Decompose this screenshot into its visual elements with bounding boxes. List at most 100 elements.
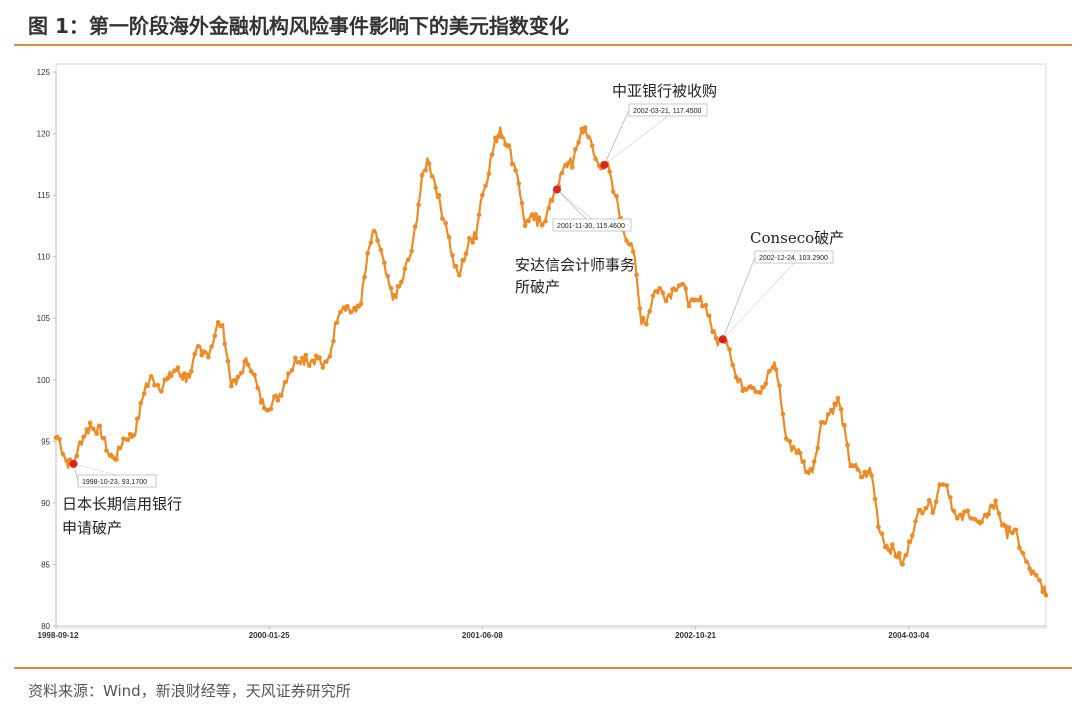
series-point bbox=[148, 374, 154, 379]
series-point bbox=[375, 238, 380, 243]
series-point bbox=[293, 355, 298, 361]
series-point bbox=[913, 519, 918, 524]
series-point bbox=[767, 369, 772, 374]
event-caption: 安达信会计师事务 bbox=[515, 256, 635, 274]
series-point bbox=[848, 463, 853, 469]
series-point bbox=[559, 170, 565, 176]
series-point bbox=[549, 198, 555, 203]
series-point bbox=[883, 544, 888, 550]
series-point bbox=[127, 431, 133, 437]
series-point bbox=[1013, 527, 1019, 533]
series-point bbox=[189, 369, 194, 374]
series-point bbox=[784, 436, 789, 442]
series-point bbox=[818, 420, 824, 425]
series-point bbox=[172, 368, 177, 373]
series-point bbox=[104, 448, 109, 453]
series-point bbox=[175, 365, 181, 371]
series-point bbox=[155, 382, 161, 388]
series-point bbox=[426, 161, 432, 166]
series-point bbox=[338, 309, 343, 315]
series-point bbox=[900, 562, 905, 567]
series-point bbox=[667, 292, 672, 298]
series-point bbox=[282, 379, 288, 385]
y-tick-label: 115 bbox=[37, 191, 50, 200]
series-point bbox=[450, 253, 455, 258]
series-point bbox=[529, 212, 535, 217]
series-point bbox=[145, 383, 150, 389]
x-tick-label: 2001-06-08 bbox=[462, 631, 503, 640]
series-point bbox=[470, 240, 475, 245]
series-point bbox=[348, 309, 354, 315]
series-point bbox=[416, 202, 421, 208]
y-tick-label: 85 bbox=[41, 560, 50, 569]
event-marker bbox=[69, 459, 78, 468]
series-point bbox=[533, 212, 538, 217]
series-point bbox=[614, 194, 619, 199]
series-point bbox=[215, 320, 221, 325]
series-point bbox=[876, 524, 881, 530]
series-point bbox=[727, 347, 732, 352]
x-axis: 1998-09-12 2000-01-25 2001-06-08 2002-10-21… bbox=[38, 625, 1046, 640]
event-callout-box bbox=[628, 103, 708, 117]
series-point bbox=[832, 401, 837, 407]
series-point bbox=[300, 355, 305, 361]
event-leader-line bbox=[73, 463, 118, 476]
series-point bbox=[543, 218, 548, 224]
x-tick-label: 2002-10-21 bbox=[675, 631, 716, 640]
series-point bbox=[1010, 530, 1015, 536]
series-point bbox=[467, 236, 472, 241]
series-point bbox=[1006, 525, 1012, 530]
series-point bbox=[930, 510, 935, 516]
series-point bbox=[1043, 592, 1049, 598]
series-point bbox=[460, 257, 465, 263]
source-note: 资料来源：Wind，新浪财经等，天风证券研究所 bbox=[28, 682, 351, 700]
series-point bbox=[60, 452, 66, 457]
series-point bbox=[430, 174, 435, 179]
series-point bbox=[657, 286, 662, 291]
series-point bbox=[825, 412, 831, 417]
series-point bbox=[53, 435, 59, 440]
series-point bbox=[634, 272, 639, 278]
series-point bbox=[693, 297, 698, 303]
series-point bbox=[706, 313, 712, 319]
y-tick-label: 95 bbox=[41, 437, 50, 446]
series-point bbox=[710, 329, 715, 335]
series-point bbox=[750, 385, 755, 391]
series-point bbox=[660, 290, 666, 296]
source-rule bbox=[14, 667, 1072, 669]
series-point bbox=[546, 205, 552, 211]
series-point bbox=[275, 398, 281, 403]
series-point bbox=[610, 189, 616, 194]
series-point bbox=[117, 445, 123, 451]
event-caption: Conseco破产 bbox=[750, 229, 844, 247]
series-point bbox=[906, 539, 912, 544]
figure-title: 图 1：第一阶段海外金融机构风险事件影响下的美元指数变化 bbox=[28, 14, 569, 38]
series-point bbox=[212, 333, 218, 339]
title-rule bbox=[14, 44, 1072, 46]
series-point bbox=[794, 450, 800, 455]
y-tick-label: 125 bbox=[37, 68, 51, 77]
series-point bbox=[838, 406, 844, 412]
series-point bbox=[808, 466, 813, 472]
series-point bbox=[388, 285, 394, 291]
series-point bbox=[589, 143, 595, 148]
series-point bbox=[926, 498, 932, 503]
series-point bbox=[423, 168, 428, 173]
series-point bbox=[513, 168, 518, 173]
series-point bbox=[890, 542, 895, 547]
series-point bbox=[596, 163, 602, 169]
series-point bbox=[252, 372, 257, 378]
series-point bbox=[483, 183, 488, 189]
series-point bbox=[313, 353, 319, 359]
series-point bbox=[371, 228, 377, 234]
series-point bbox=[903, 552, 909, 558]
series-point bbox=[84, 427, 90, 432]
series-point bbox=[91, 426, 96, 432]
x-tick-label: 2004-03-04 bbox=[888, 631, 929, 640]
series-point bbox=[696, 297, 702, 303]
series-point bbox=[858, 474, 864, 480]
series-point bbox=[923, 505, 929, 511]
series-point bbox=[958, 512, 964, 518]
series-point bbox=[286, 371, 291, 376]
series-point bbox=[777, 383, 782, 388]
